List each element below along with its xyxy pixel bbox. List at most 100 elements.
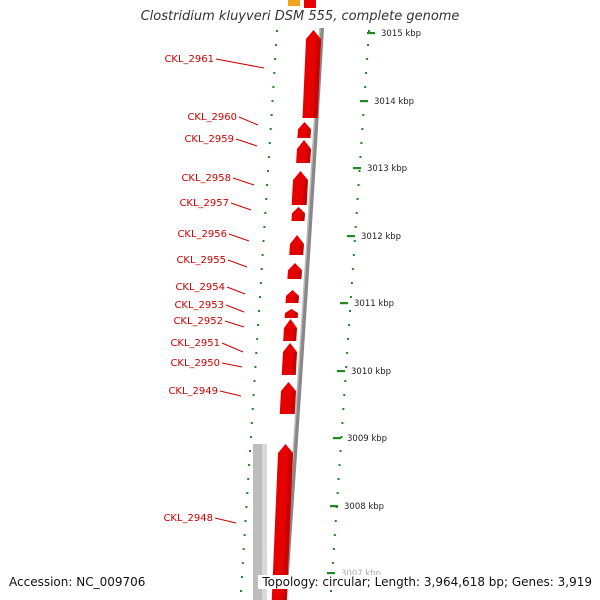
inner-guide-dot — [253, 380, 256, 382]
inner-guide-dot — [259, 282, 262, 284]
inner-guide-dot — [267, 156, 270, 158]
inner-guide-dot — [272, 86, 275, 88]
inner-guide-dot — [241, 562, 244, 564]
scale-tick-label: 3012 kbp — [361, 232, 401, 242]
outer-guide-dot — [344, 380, 347, 382]
gray-gene-block-shade — [262, 444, 267, 600]
outer-guide-dot — [334, 520, 337, 522]
scale-tick — [347, 235, 355, 238]
genome-summary: Topology: circular; Length: 3,964,618 bp… — [258, 575, 592, 589]
inner-guide-dot — [240, 576, 243, 578]
outer-guide-dot — [347, 338, 350, 340]
outer-guide-dot — [330, 590, 332, 592]
gene-arrow-shade — [282, 453, 293, 600]
gene-arrow-shade — [290, 391, 296, 414]
inner-guide-dot — [249, 450, 251, 452]
scale-tick — [340, 302, 348, 305]
outer-guide-dot — [352, 254, 355, 256]
outer-guide-dot — [339, 450, 342, 452]
accession-text: Accession: NC_009706 — [9, 575, 146, 589]
gene-label: CKL_2949 — [168, 386, 218, 397]
scale-tick-label: 3014 kbp — [374, 97, 414, 107]
gene-arrow-shade — [302, 180, 308, 205]
gene-arrow-shade — [300, 213, 305, 221]
gene-arrow-shade — [292, 328, 297, 341]
inner-guide-dot — [247, 478, 250, 480]
neighbor-gene — [288, 0, 300, 6]
gene-label-leader — [219, 390, 242, 397]
gene-label-leader — [215, 58, 265, 69]
inner-guide-dot — [258, 296, 261, 298]
gene-arrow-shade — [299, 244, 304, 255]
gene-label: CKL_2948 — [163, 513, 213, 524]
gene-label: CKL_2958 — [181, 173, 231, 184]
gene-labels: CKL_2961 CKL_2960 CKL_2959 CKL_2958 CKL_2957… — [163, 54, 265, 524]
inner-guide-dot — [251, 408, 254, 410]
inner-guide-dot — [260, 268, 263, 270]
outer-guide-dot — [349, 296, 352, 298]
gene-label-leader — [230, 202, 252, 211]
inner-guide-dot — [268, 142, 271, 144]
inner-guide-dot — [266, 184, 269, 186]
gene-label: CKL_2950 — [170, 358, 220, 369]
inner-guide-dot — [246, 492, 249, 494]
outer-guide-dot — [364, 86, 367, 88]
outer-guide-dot — [360, 142, 363, 144]
inner-guide-dot — [250, 422, 253, 424]
gene-label-leader — [227, 259, 248, 268]
outer-guide-dot — [358, 170, 361, 172]
inner-guide-dot — [269, 128, 272, 130]
outer-guide-dot — [343, 394, 346, 396]
outer-guide-dot — [331, 562, 334, 564]
inner-guide-dot — [271, 100, 274, 102]
gene-track — [253, 0, 321, 600]
outer-guide-dot — [345, 366, 348, 368]
scale-tick — [330, 505, 338, 508]
gene-label: CKL_2959 — [184, 134, 234, 145]
gene-label: CKL_2952 — [173, 316, 223, 327]
inner-guide-dot — [249, 436, 252, 438]
gene-label-leader — [226, 286, 246, 295]
gene-label-leader — [214, 517, 237, 524]
outer-guide-dot — [338, 464, 341, 466]
scale-tick — [337, 370, 345, 373]
outer-guide-dot — [355, 212, 358, 214]
gene-label-leader — [225, 304, 245, 313]
map-title: Clostridium kluyveri DSM 555, complete g… — [140, 9, 460, 24]
inner-guide-dot — [258, 310, 260, 312]
gene-label-leader — [232, 177, 255, 186]
outer-guide-dot — [337, 478, 340, 480]
outer-guide-dot — [354, 226, 357, 228]
inner-guide-dot — [255, 352, 258, 354]
gene-label-leader — [238, 116, 259, 126]
outer-guide-dot — [366, 58, 369, 60]
gene-label-leader — [224, 320, 245, 328]
inner-guide-dot — [243, 534, 246, 536]
inner-guide-dot — [256, 338, 259, 340]
inner-guide-dot — [276, 30, 278, 32]
outer-guide-dot — [367, 44, 370, 46]
gene-label-leader — [221, 362, 243, 368]
scale-ruler: 3015 kbp 3014 kbp 3013 kbp 3012 kbp 3011 kbp… — [327, 29, 421, 579]
gene-top-fragment — [304, 0, 316, 8]
scale-tick-label: 3011 kbp — [354, 299, 394, 309]
gene-arrow-shade — [305, 149, 311, 163]
gene-arrow-shade — [291, 352, 297, 375]
gene-arrow-shade — [297, 270, 302, 279]
outer-guide-dot — [341, 422, 344, 424]
inner-guide-dot — [262, 240, 265, 242]
outer-guide-dot — [349, 310, 351, 312]
outer-guide-dot — [362, 114, 365, 116]
outer-guide-dot — [346, 352, 349, 354]
outer-guide-dot — [332, 548, 335, 550]
outer-guide-dot — [368, 30, 370, 32]
scale-tick — [327, 572, 335, 575]
inner-guide-dot — [274, 58, 277, 60]
gene-label: CKL_2951 — [170, 338, 220, 349]
outer-guide-dot — [351, 268, 354, 270]
gene-arrow-shade — [293, 313, 298, 318]
scale-tick — [360, 100, 368, 103]
outer-guide-dot — [340, 436, 343, 438]
outer-guide-dot — [357, 184, 360, 186]
